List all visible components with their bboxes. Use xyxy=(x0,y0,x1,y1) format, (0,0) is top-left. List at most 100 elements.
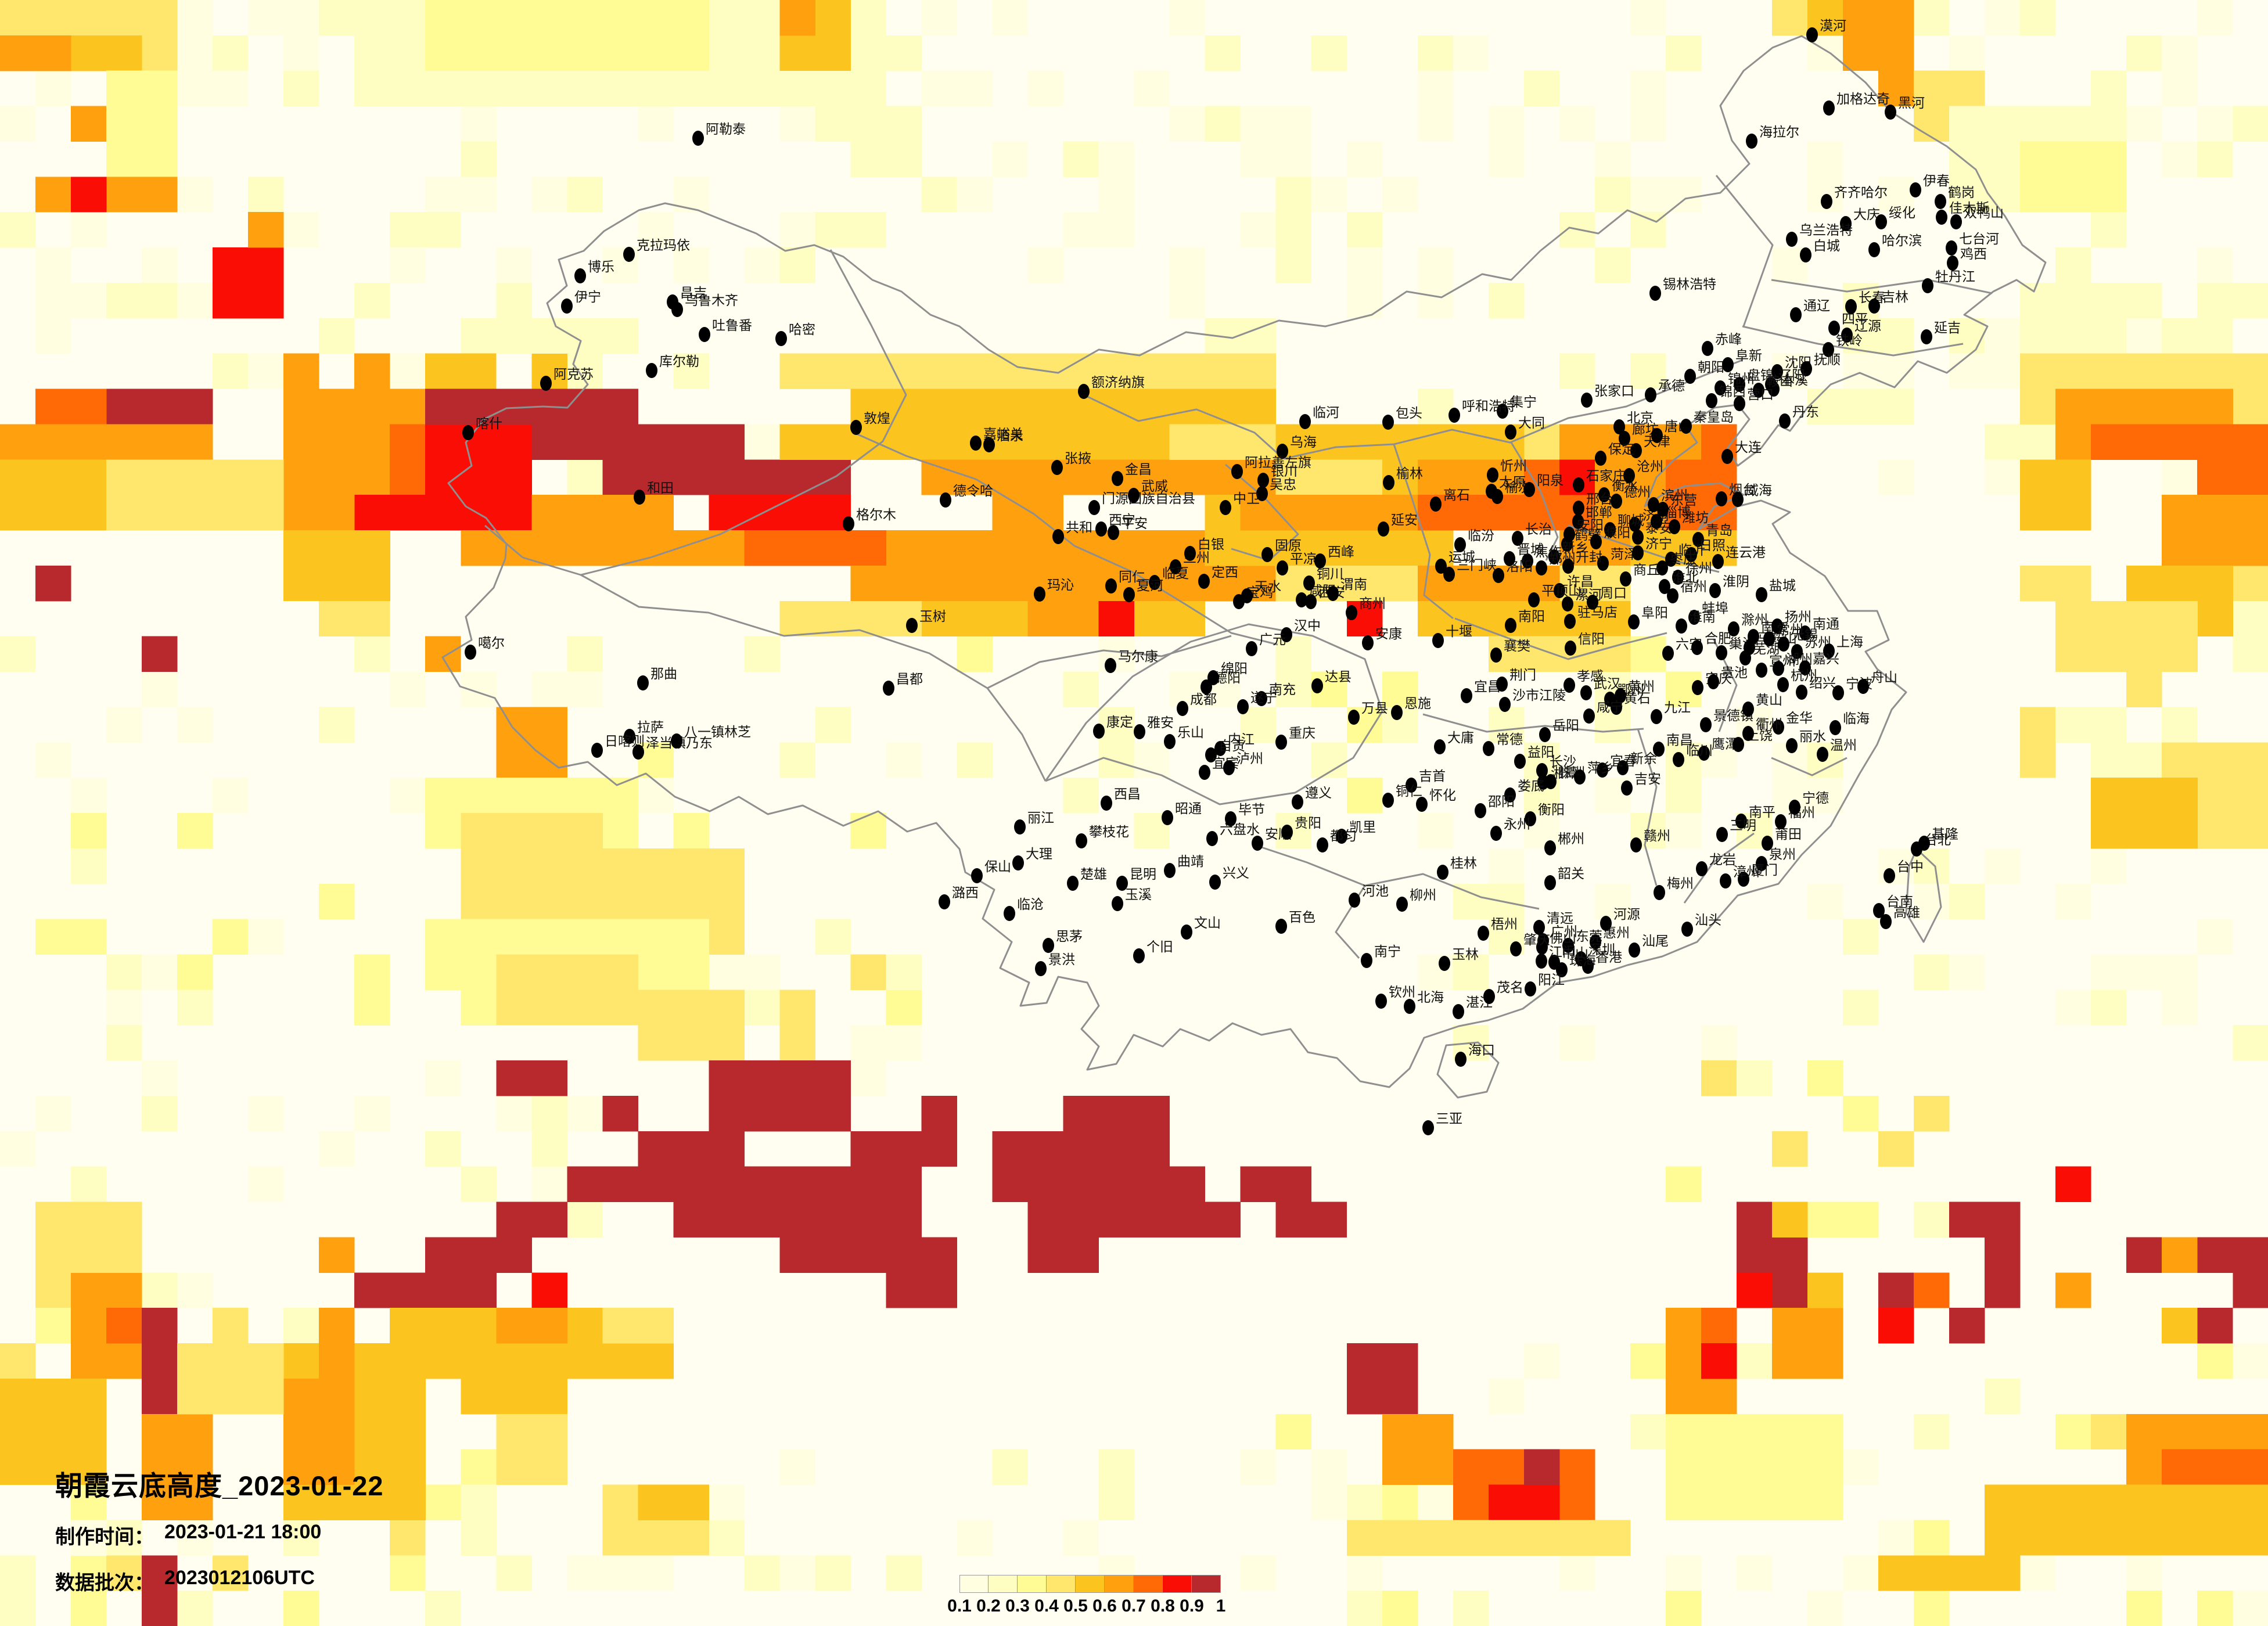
city-label: 岳阳 xyxy=(1552,718,1579,733)
city-dot xyxy=(1947,256,1958,271)
city-dot xyxy=(1548,549,1560,564)
city-marker: 铁岭 xyxy=(1823,333,1863,357)
heat-cell xyxy=(2233,283,2268,319)
city-dot xyxy=(1630,837,1642,852)
heat-region xyxy=(142,636,178,672)
colorbar-cell xyxy=(1105,1575,1134,1593)
city-marker: 阳江 xyxy=(1525,972,1565,997)
heat-cell xyxy=(1878,1131,1914,1167)
city-label: 和田 xyxy=(647,480,674,495)
city-dot xyxy=(1256,691,1267,706)
city-marker: 锦州 xyxy=(1715,371,1755,395)
heat-cell xyxy=(35,742,71,778)
city-marker: 临夏 xyxy=(1149,566,1189,590)
city-dot xyxy=(1164,734,1176,749)
heat-cell xyxy=(283,212,319,248)
city-dot xyxy=(1739,650,1751,665)
heat-region xyxy=(1346,424,1525,460)
city-label: 盐城 xyxy=(1769,578,1796,593)
city-label: 毕节 xyxy=(1238,802,1265,817)
heat-region xyxy=(1665,1308,1702,1379)
city-marker: 定西 xyxy=(1198,564,1238,589)
city-marker: 昭通 xyxy=(1162,801,1202,825)
city-label: 吐鲁番 xyxy=(712,318,752,333)
city-dot xyxy=(883,681,894,696)
city-dot xyxy=(1177,701,1188,716)
heat-cell xyxy=(957,70,993,107)
city-dot xyxy=(1493,568,1504,583)
city-marker: 咸宁 xyxy=(1583,699,1623,724)
city-dot xyxy=(634,490,645,505)
city-label: 聊城 xyxy=(1618,513,1644,528)
city-label: 集宁 xyxy=(1510,394,1537,409)
city-dot xyxy=(1088,500,1100,515)
city-label: 锦西 xyxy=(1719,384,1746,399)
city-marker: 佳木斯 xyxy=(1936,200,1989,225)
heat-region xyxy=(106,459,284,531)
city-dot xyxy=(1654,885,1665,900)
city-marker: 克拉玛依 xyxy=(623,238,690,262)
city-dot xyxy=(699,327,710,342)
city-dot xyxy=(1149,575,1160,590)
city-label: 北海 xyxy=(1417,990,1444,1005)
city-label: 泸州 xyxy=(1237,751,1263,766)
heat-region xyxy=(638,1484,709,1520)
city-dot xyxy=(1067,876,1079,891)
city-dot xyxy=(1275,735,1287,750)
heat-cell xyxy=(2020,424,2056,460)
city-label: 衡阳 xyxy=(1538,802,1565,817)
city-dot xyxy=(1673,752,1684,767)
city-dot xyxy=(1439,956,1450,971)
colorbar-tick: 0.4 xyxy=(1034,1596,1059,1616)
city-dot xyxy=(1499,697,1511,712)
city-label: 南平 xyxy=(1749,804,1775,819)
city-marker: 遂宁 xyxy=(1237,690,1277,714)
heat-region xyxy=(1985,1484,2268,1556)
city-dot xyxy=(1936,210,1947,225)
city-marker: 乐山 xyxy=(1164,725,1204,749)
heat-region xyxy=(921,1096,957,1167)
city-marker: 枣庄 xyxy=(1656,551,1696,575)
city-label: 大庸 xyxy=(1447,730,1474,745)
city-dot xyxy=(1382,793,1394,808)
heat-cell xyxy=(2162,318,2198,354)
city-marker: 门源回族自治县 xyxy=(1088,491,1195,515)
heat-cell xyxy=(2091,742,2127,778)
city-marker: 雅安 xyxy=(1134,715,1174,739)
heat-region xyxy=(2091,424,2198,460)
city-dot xyxy=(1435,559,1447,574)
city-marker: 益阳 xyxy=(1514,744,1554,769)
city-dot xyxy=(1796,685,1807,700)
city-label: 临河 xyxy=(1313,405,1339,420)
heat-cell xyxy=(1063,671,1099,707)
city-marker: 绥化 xyxy=(1875,205,1915,229)
city-dot xyxy=(1112,896,1123,911)
city-label: 长治 xyxy=(1525,521,1552,537)
city-marker: 衡水 xyxy=(1598,478,1638,502)
heat-cell xyxy=(1382,177,1418,213)
city-dot xyxy=(624,729,635,744)
heat-cell xyxy=(850,212,887,248)
heat-cell xyxy=(425,1591,461,1626)
province-boundary xyxy=(1683,832,1755,904)
city-marker: 兴义 xyxy=(1209,865,1249,890)
city-label: 孝感 xyxy=(1577,668,1604,684)
province-boundary xyxy=(1283,359,1743,460)
heat-cell xyxy=(1985,1378,2021,1415)
city-dot xyxy=(940,492,951,508)
city-dot xyxy=(1653,742,1665,757)
city-marker: 自贡 xyxy=(1205,738,1245,762)
city-label: 玉林 xyxy=(1452,947,1479,962)
city-dot xyxy=(1528,592,1540,607)
city-label: 台南 xyxy=(1886,894,1913,909)
heat-cell xyxy=(2162,141,2198,177)
city-label: 延安 xyxy=(1391,512,1418,527)
city-marker: 格尔木 xyxy=(843,507,896,531)
city-marker: 泸州 xyxy=(1223,751,1263,775)
city-label: 威海 xyxy=(1745,483,1772,498)
city-marker: 南通 xyxy=(1799,616,1839,641)
city-label: 雅安 xyxy=(1147,715,1174,730)
heat-cell xyxy=(2091,848,2127,884)
city-dot xyxy=(1672,570,1684,585)
city-dot xyxy=(1246,641,1257,656)
